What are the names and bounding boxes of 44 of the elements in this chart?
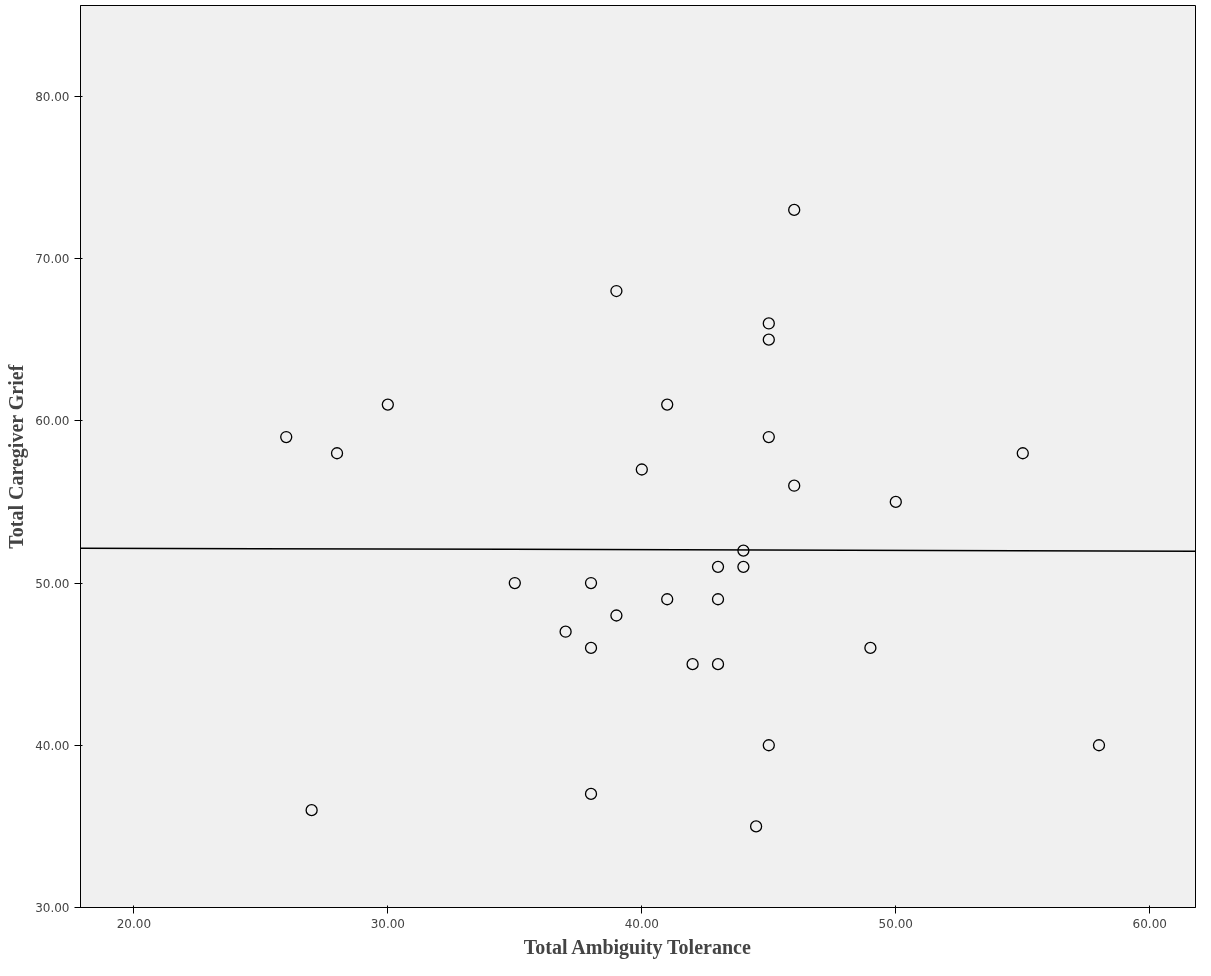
point: [381, 398, 394, 411]
point: [762, 739, 775, 752]
point: [508, 576, 521, 590]
y-tick-label: 30.00: [35, 901, 70, 915]
point: [686, 658, 699, 671]
point: [661, 593, 674, 606]
point: [584, 576, 598, 590]
point: [788, 203, 801, 217]
point: [610, 609, 623, 622]
point: [305, 804, 318, 817]
x-tick-label: 60.00: [1132, 916, 1167, 931]
point: [788, 479, 801, 492]
point: [749, 820, 763, 833]
point: [889, 495, 902, 509]
point: [762, 333, 775, 346]
point: [1016, 447, 1029, 460]
x-tick-label: 30.00: [370, 916, 406, 931]
point: [1092, 739, 1106, 752]
y-axis-title: Total Caregiver Grief: [5, 364, 29, 549]
point: [711, 658, 725, 671]
point: [737, 560, 750, 573]
y-tick-label: 60.00: [35, 414, 70, 429]
point: [737, 544, 750, 557]
point: [711, 593, 725, 606]
point: [280, 430, 293, 444]
point: [635, 463, 648, 476]
point: [864, 641, 877, 655]
y-tick-label: 40.00: [35, 738, 70, 753]
x-tick-label: 50.00: [878, 916, 913, 931]
y-tick-label: 70.00: [35, 252, 70, 267]
point: [330, 447, 344, 460]
x-tick-label: 40.00: [624, 916, 659, 931]
y-tick-label: 80.00: [35, 89, 70, 104]
point: [559, 625, 572, 638]
point: [610, 284, 623, 298]
y-tick-label: 50.00: [35, 576, 70, 591]
point: [711, 560, 725, 573]
point: [584, 641, 598, 655]
point: [762, 430, 775, 444]
x-tick-label: 20.00: [116, 916, 152, 931]
point: [584, 787, 598, 801]
point: [762, 317, 775, 330]
point: [661, 398, 674, 411]
x-axis-title: Total Ambiguity Tolerance: [523, 935, 751, 959]
